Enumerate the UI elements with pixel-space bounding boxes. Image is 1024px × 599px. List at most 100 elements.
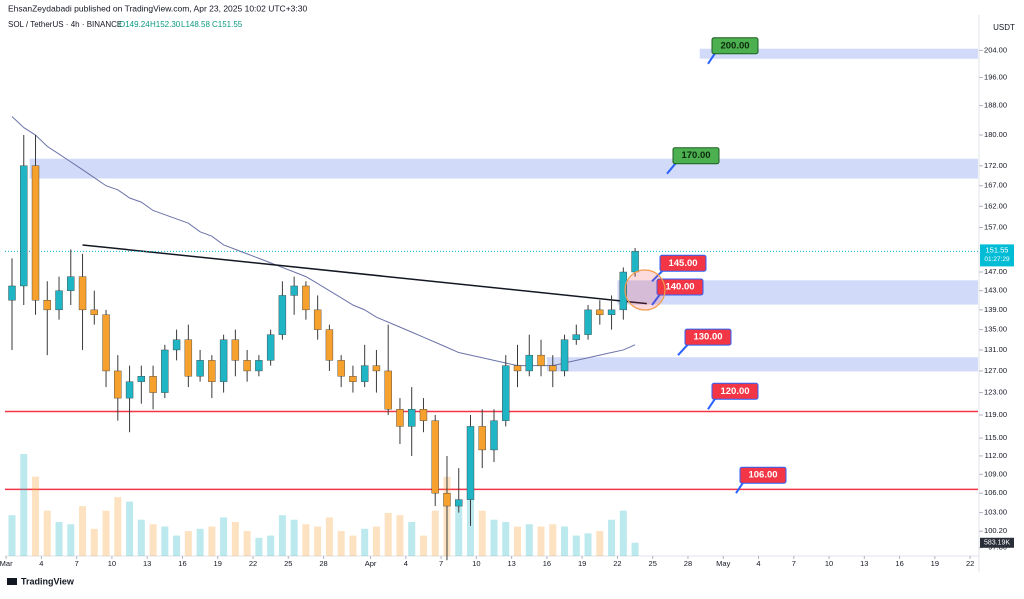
candle-body: [243, 360, 251, 372]
volume-bar: [549, 524, 557, 556]
x-tick-label: 19: [214, 559, 222, 568]
candle-body: [596, 309, 604, 315]
candle-body: [490, 420, 498, 451]
annotation-label: 145.00: [668, 258, 697, 269]
candle-body: [278, 295, 287, 335]
candle-body: [325, 329, 334, 361]
annotation-label: 200.00: [720, 40, 749, 51]
x-tick-label: 4: [404, 559, 408, 568]
volume-tag: [980, 537, 1014, 548]
candle-body: [78, 276, 87, 311]
currency: USDT: [993, 23, 1015, 32]
x-tick-label: 16: [178, 559, 186, 568]
zone: [546, 357, 978, 372]
last-price-label: 151.55: [986, 245, 1009, 254]
candle-body: [549, 365, 557, 372]
volume-bar: [419, 535, 427, 556]
x-tick-label: 10: [472, 559, 480, 568]
annotation-label: 120.00: [720, 386, 749, 397]
annotation-box: [659, 254, 707, 272]
volume-bar: [514, 526, 522, 556]
x-tick-label: 28: [684, 559, 692, 568]
volume-bar: [267, 535, 275, 556]
annotation-box: [684, 328, 732, 346]
volume-bar: [572, 535, 580, 556]
candle-body: [313, 309, 322, 330]
y-tick-label: 100.20: [984, 526, 1007, 535]
y-tick-label: 131.00: [984, 345, 1007, 354]
volume-bar: [384, 512, 392, 556]
candle-body: [266, 334, 275, 361]
candle-body: [525, 354, 533, 372]
volume-bar: [149, 524, 157, 556]
y-tick-label: 127.00: [984, 366, 1007, 375]
volume-bar: [619, 510, 627, 556]
volume-bar: [196, 528, 204, 556]
annotation-label: 140.00: [665, 282, 694, 293]
candle-body: [31, 165, 40, 301]
candle-body: [8, 285, 16, 301]
y-tick-label: 119.00: [985, 410, 1007, 419]
x-tick-label: 7: [439, 559, 443, 568]
volume-bar: [102, 510, 110, 556]
volume-bar: [361, 528, 369, 556]
candle-body: [396, 409, 404, 427]
volume-bar: [631, 542, 639, 556]
candle-body: [502, 365, 510, 421]
annotation-box: [672, 147, 720, 165]
candle-body: [219, 339, 228, 382]
x-tick-label: 25: [649, 559, 657, 568]
candle-body: [196, 360, 204, 377]
annotation-label: 106.00: [748, 470, 777, 481]
volume-bar: [255, 537, 263, 556]
y-tick-label: 106.00: [984, 488, 1007, 497]
candle-body: [607, 309, 616, 315]
annotation-box: [739, 466, 787, 484]
zone: [29, 158, 978, 179]
candle-body: [20, 165, 28, 287]
volume-bar: [231, 522, 239, 556]
annotation-box: [656, 278, 704, 296]
last-price-tag: [980, 244, 1014, 267]
x-tick-label: 19: [578, 559, 586, 568]
volume-bar: [584, 533, 592, 556]
candle-body: [55, 290, 63, 311]
y-tick-label: 109.00: [984, 469, 1007, 478]
trendline: [82, 244, 647, 305]
y-tick-label: 180.00: [984, 130, 1007, 139]
x-tick-label: 4: [756, 559, 760, 568]
volume-bar: [173, 535, 181, 556]
candle-body: [372, 365, 381, 372]
candle-body: [149, 376, 157, 393]
volume-bar: [396, 515, 404, 556]
volume-bar: [372, 526, 380, 556]
volume-bar: [137, 519, 145, 556]
volume-bar: [8, 515, 16, 556]
x-tick-label: 13: [860, 559, 868, 568]
y-tick-label: 147.00: [984, 267, 1007, 276]
candle-body: [208, 360, 216, 382]
candle-body: [560, 339, 569, 372]
volume-bar: [314, 526, 322, 556]
candle-body: [384, 370, 392, 410]
candle-body: [90, 309, 98, 315]
annotation-box: [711, 37, 759, 55]
candle-body: [172, 339, 181, 351]
ohlc-open: O149.24: [119, 20, 150, 29]
volume-bar: [608, 519, 616, 556]
annotation-label: 130.00: [693, 332, 722, 343]
candle-body: [349, 376, 357, 382]
x-tick-label: 7: [792, 559, 796, 568]
candle-body: [419, 409, 428, 421]
countdown: 01:27:29: [984, 256, 1010, 263]
y-tick-label: 143.00: [984, 286, 1007, 295]
candle-body: [537, 354, 545, 366]
volume-bar: [79, 506, 87, 556]
y-tick-label: 135.00: [984, 325, 1007, 334]
y-tick-label: 162.00: [984, 201, 1007, 210]
candle-body: [408, 409, 416, 427]
y-tick-label: 115.00: [985, 433, 1007, 442]
candle-body: [102, 314, 110, 372]
candle-body: [184, 339, 193, 377]
